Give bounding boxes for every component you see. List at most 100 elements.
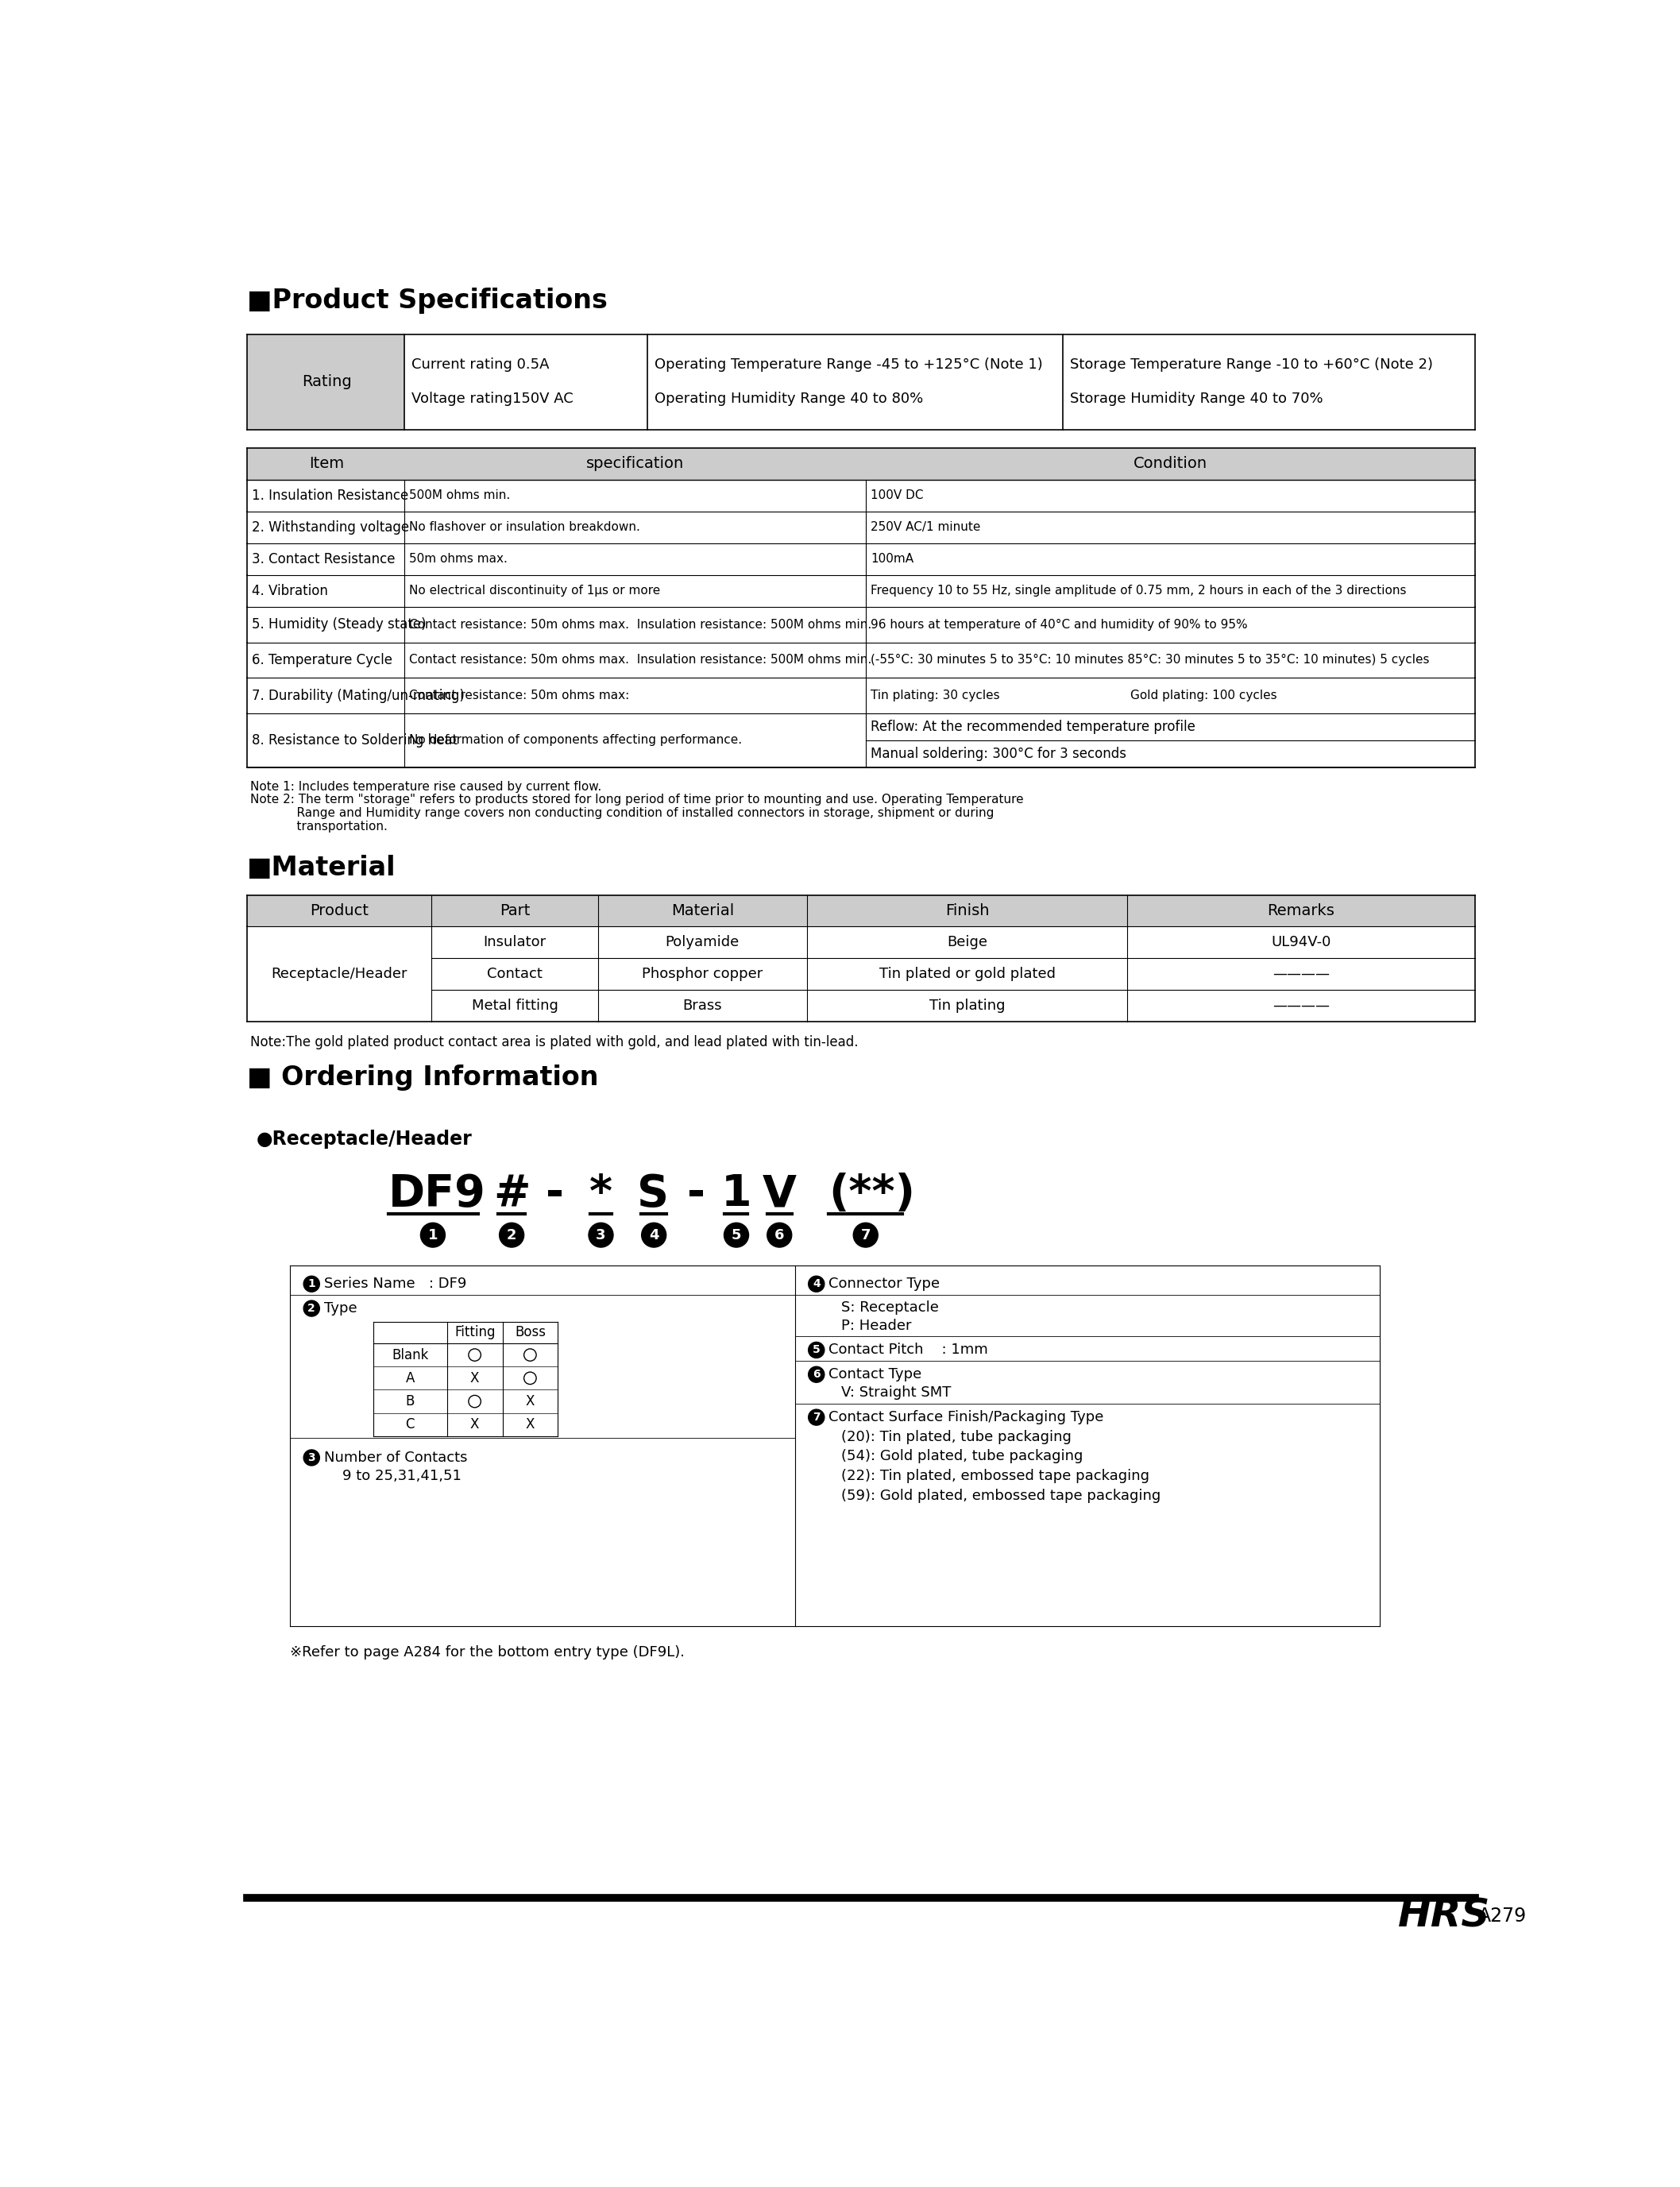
Text: ■Product Specifications: ■Product Specifications xyxy=(247,289,608,315)
Text: Reflow: At the recommended temperature profile: Reflow: At the recommended temperature p… xyxy=(870,720,1196,735)
Text: Brass: Brass xyxy=(682,999,722,1013)
Circle shape xyxy=(808,1367,825,1382)
Text: 50m ohms max.: 50m ohms max. xyxy=(408,553,507,564)
Text: transportation.: transportation. xyxy=(250,820,388,833)
Text: Voltage rating150V AC: Voltage rating150V AC xyxy=(412,391,573,407)
Text: Storage Humidity Range 40 to 70%: Storage Humidity Range 40 to 70% xyxy=(1070,391,1324,407)
Text: 6. Temperature Cycle: 6. Temperature Cycle xyxy=(252,654,393,667)
Text: V: Straight SMT: V: Straight SMT xyxy=(842,1387,951,1400)
Text: Polyamide: Polyamide xyxy=(665,934,739,949)
Text: (**): (**) xyxy=(828,1172,916,1216)
Text: Fitting: Fitting xyxy=(454,1325,496,1341)
Text: *: * xyxy=(590,1172,613,1216)
Text: S: Receptacle: S: Receptacle xyxy=(842,1299,939,1314)
Text: specification: specification xyxy=(586,457,684,470)
Circle shape xyxy=(304,1301,319,1317)
Text: ————: ———— xyxy=(1272,999,1331,1013)
Text: Tin plating: Tin plating xyxy=(929,999,1005,1013)
Text: 7: 7 xyxy=(813,1413,820,1424)
Text: Operating Temperature Range -45 to +125°C (Note 1): Operating Temperature Range -45 to +125°… xyxy=(655,359,1043,372)
Text: 4. Vibration: 4. Vibration xyxy=(252,584,328,597)
Text: S: S xyxy=(637,1172,669,1216)
Text: 2. Withstanding voltage: 2. Withstanding voltage xyxy=(252,521,410,534)
Text: ————: ———— xyxy=(1272,967,1331,982)
Circle shape xyxy=(808,1275,825,1293)
Text: Insulator: Insulator xyxy=(484,934,546,949)
Text: 1: 1 xyxy=(428,1227,438,1242)
Text: Range and Humidity range covers non conducting condition of installed connectors: Range and Humidity range covers non cond… xyxy=(250,807,995,820)
Text: Item: Item xyxy=(309,457,344,470)
Text: P: Header: P: Header xyxy=(842,1319,911,1332)
Text: Contact Surface Finish/Packaging Type: Contact Surface Finish/Packaging Type xyxy=(828,1411,1104,1424)
Text: A279: A279 xyxy=(1478,1907,1527,1925)
Text: 100mA: 100mA xyxy=(870,553,914,564)
Text: Current rating 0.5A: Current rating 0.5A xyxy=(412,359,549,372)
Circle shape xyxy=(499,1223,524,1247)
Text: #: # xyxy=(494,1172,531,1216)
Text: 1: 1 xyxy=(721,1172,751,1216)
Text: 250V AC/1 minute: 250V AC/1 minute xyxy=(870,521,981,534)
Circle shape xyxy=(853,1223,879,1247)
Text: 100V DC: 100V DC xyxy=(870,490,924,501)
Text: Contact resistance: 50m ohms max.  Insulation resistance: 500M ohms min.: Contact resistance: 50m ohms max. Insula… xyxy=(408,654,872,667)
Text: Finish: Finish xyxy=(946,903,990,919)
Text: Number of Contacts: Number of Contacts xyxy=(324,1450,467,1465)
Circle shape xyxy=(642,1223,667,1247)
Text: Blank: Blank xyxy=(391,1347,428,1363)
Text: 5. Humidity (Steady state): 5. Humidity (Steady state) xyxy=(252,617,427,632)
Text: Rating: Rating xyxy=(302,374,351,389)
Text: Note:The gold plated product contact area is plated with gold, and lead plated w: Note:The gold plated product contact are… xyxy=(250,1034,858,1050)
Text: 1: 1 xyxy=(307,1279,316,1290)
Text: 5: 5 xyxy=(731,1227,741,1242)
Text: ●Receptacle/Header: ●Receptacle/Header xyxy=(255,1128,472,1148)
Text: Type: Type xyxy=(324,1301,356,1317)
Text: 8. Resistance to Soldering heat: 8. Resistance to Soldering heat xyxy=(252,733,457,748)
Text: 500M ohms min.: 500M ohms min. xyxy=(408,490,511,501)
Text: B: B xyxy=(405,1395,415,1408)
Text: ※Refer to page A284 for the bottom entry type (DF9L).: ※Refer to page A284 for the bottom entry… xyxy=(291,1645,685,1660)
Circle shape xyxy=(304,1450,319,1465)
Text: Contact resistance: 50m ohms max:: Contact resistance: 50m ohms max: xyxy=(408,689,628,702)
Bar xyxy=(247,894,1475,925)
Text: Contact: Contact xyxy=(487,967,543,982)
Text: Beige: Beige xyxy=(948,934,988,949)
Bar xyxy=(247,448,1475,479)
Text: Note 1: Includes temperature rise caused by current flow.: Note 1: Includes temperature rise caused… xyxy=(250,781,601,792)
Text: Frequency 10 to 55 Hz, single amplitude of 0.75 mm, 2 hours in each of the 3 dir: Frequency 10 to 55 Hz, single amplitude … xyxy=(870,584,1406,597)
Text: 2: 2 xyxy=(307,1303,316,1314)
Text: No flashover or insulation breakdown.: No flashover or insulation breakdown. xyxy=(408,521,640,534)
Text: X: X xyxy=(526,1417,534,1432)
Bar xyxy=(247,335,403,429)
Text: (20): Tin plated, tube packaging: (20): Tin plated, tube packaging xyxy=(842,1430,1072,1443)
Text: 4: 4 xyxy=(648,1227,659,1242)
Text: Series Name   : DF9: Series Name : DF9 xyxy=(324,1277,467,1290)
Text: Operating Humidity Range 40 to 80%: Operating Humidity Range 40 to 80% xyxy=(655,391,922,407)
Text: Contact resistance: 50m ohms max.  Insulation resistance: 500M ohms min.: Contact resistance: 50m ohms max. Insula… xyxy=(408,619,872,630)
Text: 3. Contact Resistance: 3. Contact Resistance xyxy=(252,551,395,566)
Text: Receptacle/Header: Receptacle/Header xyxy=(270,967,407,982)
Circle shape xyxy=(304,1275,319,1293)
Text: Phosphor copper: Phosphor copper xyxy=(642,967,763,982)
Text: Manual soldering: 300°C for 3 seconds: Manual soldering: 300°C for 3 seconds xyxy=(870,746,1126,761)
Circle shape xyxy=(808,1408,825,1426)
Text: Metal fitting: Metal fitting xyxy=(472,999,558,1013)
Text: 4: 4 xyxy=(813,1279,820,1290)
Text: Tin plating: 30 cycles: Tin plating: 30 cycles xyxy=(870,689,1000,702)
Text: Condition: Condition xyxy=(1134,457,1208,470)
Text: 96 hours at temperature of 40°C and humidity of 90% to 95%: 96 hours at temperature of 40°C and humi… xyxy=(870,619,1248,630)
Text: ■Material: ■Material xyxy=(247,855,396,881)
Text: Remarks: Remarks xyxy=(1267,903,1336,919)
Text: UL94V-0: UL94V-0 xyxy=(1272,934,1331,949)
Text: Storage Temperature Range -10 to +60°C (Note 2): Storage Temperature Range -10 to +60°C (… xyxy=(1070,359,1433,372)
Bar xyxy=(291,1266,1379,1627)
Text: X: X xyxy=(470,1371,479,1384)
Text: 5: 5 xyxy=(813,1345,820,1356)
Text: 6: 6 xyxy=(774,1227,785,1242)
Text: 3: 3 xyxy=(307,1452,316,1463)
Circle shape xyxy=(808,1343,825,1358)
Text: No electrical discontinuity of 1μs or more: No electrical discontinuity of 1μs or mo… xyxy=(408,584,660,597)
Text: DF9: DF9 xyxy=(388,1172,486,1216)
Text: ■ Ordering Information: ■ Ordering Information xyxy=(247,1065,598,1091)
Text: V: V xyxy=(763,1172,796,1216)
Text: Tin plated or gold plated: Tin plated or gold plated xyxy=(879,967,1055,982)
